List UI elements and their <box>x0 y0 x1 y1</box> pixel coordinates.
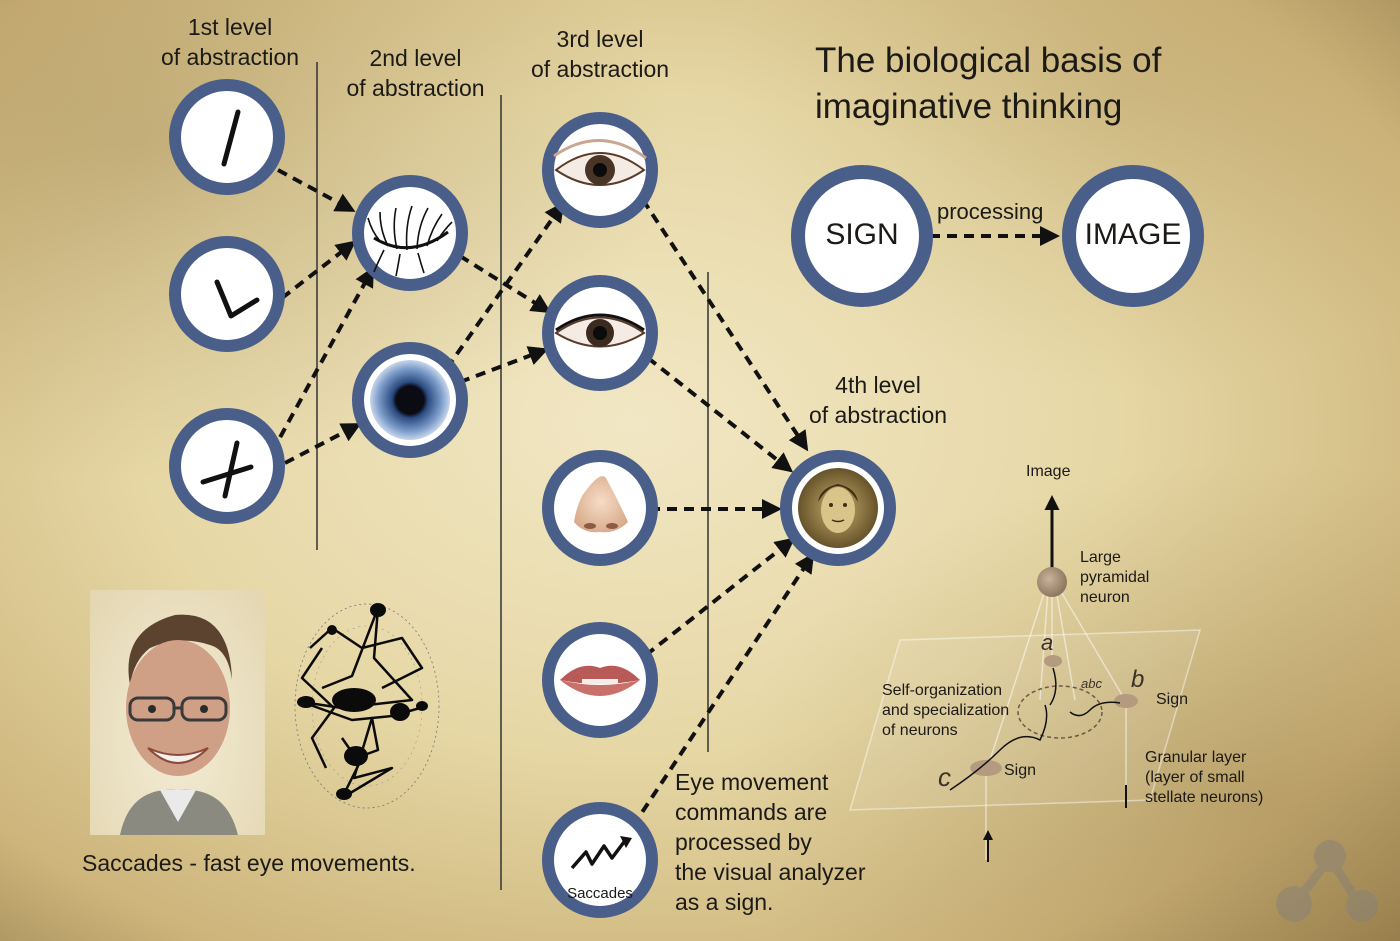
arrow-eye1-to-mona <box>641 198 809 452</box>
level-3-header: 3rd level of abstraction <box>530 26 670 82</box>
neuron-image-label: Image <box>1026 463 1071 480</box>
arrow-lashes-to-eye2 <box>458 254 552 314</box>
node-check <box>169 236 285 352</box>
page-title: The biological basis of imaginative thin… <box>815 41 1162 126</box>
letter-b: b <box>1131 666 1145 693</box>
image-circle <box>1062 165 1204 307</box>
level-2-header: 2nd level of abstraction <box>346 45 485 101</box>
node-eyelashes <box>352 175 468 291</box>
arrow-line-to-lashes <box>277 168 356 212</box>
eye-tracking-scan <box>282 588 457 833</box>
sign-label: SIGN <box>825 218 899 251</box>
arrow-eye2-to-mona <box>646 356 794 473</box>
sign-b-label: Sign <box>1156 691 1189 708</box>
node-lips <box>542 622 658 738</box>
node-cross <box>169 408 285 524</box>
node-portrait <box>780 450 896 566</box>
level-4-header: 4th level of abstraction <box>808 372 948 428</box>
node-nose <box>542 450 658 566</box>
node-iris <box>352 342 468 458</box>
node-saccades <box>542 802 658 918</box>
eye-movement-text: Eye movement commands are processed by t… <box>675 769 866 915</box>
node-line <box>169 79 285 195</box>
letter-c: c <box>938 762 951 792</box>
arrow-saccades-to-mona <box>631 552 815 828</box>
image-label: IMAGE <box>1084 218 1182 251</box>
processing-label: processing <box>937 199 1044 224</box>
neuron-diagram <box>848 495 1202 862</box>
granular-layer-label: Granular layer (layer of small stellate … <box>1145 749 1264 806</box>
saccades-caption: Saccades - fast eye movements. <box>82 850 416 876</box>
arrow-cross-to-lashes <box>270 266 374 453</box>
letter-a: a <box>1041 630 1054 655</box>
self-organization-label: Self-organization and specialization of … <box>882 682 1010 739</box>
arrow-cross-to-iris <box>284 423 362 465</box>
saccades-node-label: Saccades <box>567 885 633 902</box>
arrow-lips-to-mona <box>644 537 796 657</box>
letters-abc: abc <box>1081 676 1102 691</box>
node-eye-open <box>542 112 658 228</box>
arrow-iris-to-eye2 <box>459 346 549 384</box>
arrow-check-to-lashes <box>280 240 357 300</box>
sign-c-label: Sign <box>1004 762 1037 779</box>
portrait-photo <box>90 590 265 835</box>
sign-circle <box>791 165 933 307</box>
molecule-logo <box>1276 840 1378 922</box>
node-eye <box>542 275 658 391</box>
level-1-header: 1st level of abstraction <box>160 14 300 70</box>
pyramidal-neuron-label: Large pyramidal neuron <box>1080 549 1150 606</box>
connection-arrows <box>270 168 1060 828</box>
pyramidal-neuron <box>1037 567 1067 597</box>
